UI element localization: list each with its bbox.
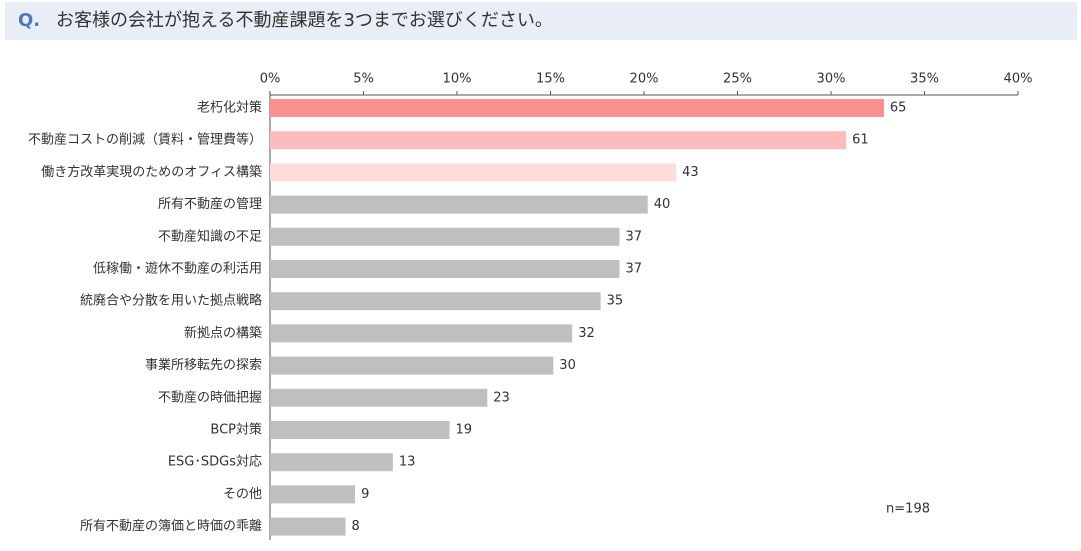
count-label: 8 (352, 519, 360, 534)
x-tick-label: 35% (910, 72, 939, 87)
x-tick-label: 40% (1004, 72, 1033, 87)
bar (270, 292, 601, 311)
x-tick-label: 20% (630, 72, 659, 87)
question-label: Q. (18, 10, 40, 31)
y-tick-label: 不動産の時価把握 (158, 389, 262, 405)
bar (270, 260, 620, 278)
header-band (5, 2, 1077, 40)
count-label: 19 (456, 423, 473, 438)
x-tick-label: 0% (260, 72, 281, 87)
count-label: 61 (852, 133, 869, 148)
bar (270, 485, 356, 504)
y-tick-label: 低稼働・遊休不動産の利活用 (93, 261, 262, 277)
bar (270, 388, 488, 407)
bar (270, 453, 393, 472)
chart-title: お客様の会社が抱える不動産課題を3つまでお選びください。 (56, 10, 553, 31)
count-label: 37 (626, 229, 643, 244)
bar (270, 421, 450, 439)
y-tick-label: 不動産コストの削減（賃料・管理費等） (28, 132, 262, 148)
bar (270, 227, 620, 246)
bar (270, 517, 346, 536)
count-label: 9 (361, 487, 369, 502)
y-tick-label: 働き方改革実現のためのオフィス構築 (41, 164, 262, 180)
count-label: 23 (493, 390, 510, 405)
y-tick-label: 統廃合や分散を用いた拠点戦略 (80, 293, 262, 309)
count-label: 13 (399, 455, 416, 470)
x-tick-label: 10% (443, 72, 472, 87)
bar (270, 324, 573, 343)
bar (270, 99, 884, 117)
x-tick-label: 15% (536, 72, 565, 87)
count-label: 37 (626, 262, 643, 277)
count-label: 43 (682, 165, 699, 180)
y-tick-label: その他 (223, 487, 262, 502)
count-label: 35 (607, 294, 624, 309)
y-tick-label: 所有不動産の簿価と時価の乖離 (80, 518, 262, 534)
bar (270, 356, 554, 375)
y-tick-label: 老朽化対策 (197, 100, 262, 116)
y-tick-label: 新拠点の構築 (184, 325, 262, 341)
y-tick-label: 所有不動産の管理 (158, 196, 262, 212)
count-label: 65 (890, 101, 907, 116)
x-tick-label: 5% (353, 72, 374, 87)
y-tick-label: 事業所移転先の探索 (145, 357, 262, 373)
y-tick-label: 不動産知識の不足 (158, 228, 262, 244)
y-tick-label: ESG･SDGs対応 (168, 455, 262, 470)
count-label: 40 (654, 197, 671, 212)
bar (270, 195, 648, 214)
y-tick-label: BCP対策 (210, 422, 262, 438)
x-tick-label: 30% (817, 72, 846, 87)
count-label: 30 (559, 358, 576, 373)
sample-note: n=198 (886, 502, 930, 517)
bar (270, 131, 847, 150)
count-label: 32 (578, 326, 595, 341)
bar (270, 163, 677, 182)
x-tick-label: 25% (723, 72, 752, 87)
